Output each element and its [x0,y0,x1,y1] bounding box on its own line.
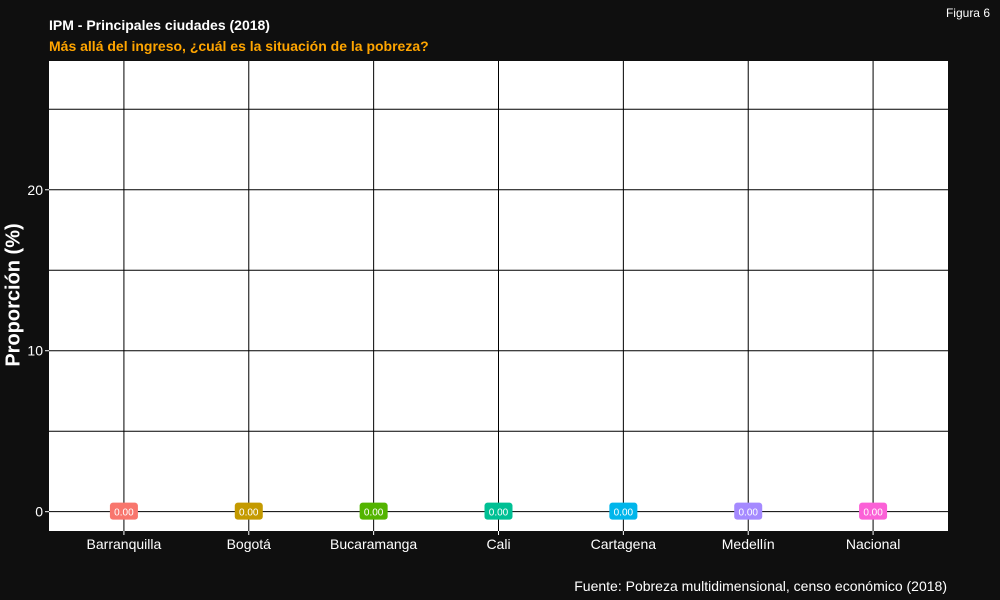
data-label-box [234,502,263,520]
data-label-box [734,502,763,520]
data-label-box [609,502,638,520]
data-label-box [359,502,388,520]
data-label-box [109,502,138,520]
data-label: 0.00 [859,502,888,520]
data-label: 0.00 [234,502,263,520]
x-tick-label: Cartagena [591,536,657,552]
x-tick-label: Nacional [846,536,900,552]
y-tick-label: 20 [27,182,43,198]
x-tick-label: Bogotá [227,536,272,552]
data-label-text: 0.00 [489,508,509,519]
x-tick-label: Medellín [722,536,775,552]
data-label-text: 0.00 [614,508,634,519]
x-tick-label: Bucaramanga [330,536,417,552]
data-label: 0.00 [109,502,138,520]
y-tick-label: 0 [35,504,43,520]
data-marks: 0.00 0.00 0.00 0.00 0.00 0.00 0.00 [109,502,888,520]
data-label-text: 0.00 [239,508,259,519]
data-label-box [859,502,888,520]
chart-title: IPM - Principales ciudades (2018) [49,17,270,33]
data-label-box [484,502,513,520]
data-label: 0.00 [609,502,638,520]
data-label-text: 0.00 [364,508,384,519]
data-label: 0.00 [359,502,388,520]
figure-label: Figura 6 [945,6,990,20]
x-tick-label: Barranquilla [87,536,162,552]
x-tick-label: Cali [486,536,510,552]
chart-subtitle: Más allá del ingreso, ¿cuál es la situac… [49,38,429,54]
y-axis-ticks: 0 10 20 [27,182,49,520]
source-caption: Fuente: Pobreza multidimensional, censo … [574,578,947,594]
data-label: 0.00 [484,502,513,520]
data-label-text: 0.00 [863,508,883,519]
y-tick-label: 10 [27,343,43,359]
data-label-text: 0.00 [738,508,758,519]
x-axis-ticks: Barranquilla Bogotá Bucaramanga Cali Cartage… [87,531,900,552]
data-label-text: 0.00 [114,508,134,519]
data-label: 0.00 [734,502,763,520]
grid-lines [49,61,948,531]
